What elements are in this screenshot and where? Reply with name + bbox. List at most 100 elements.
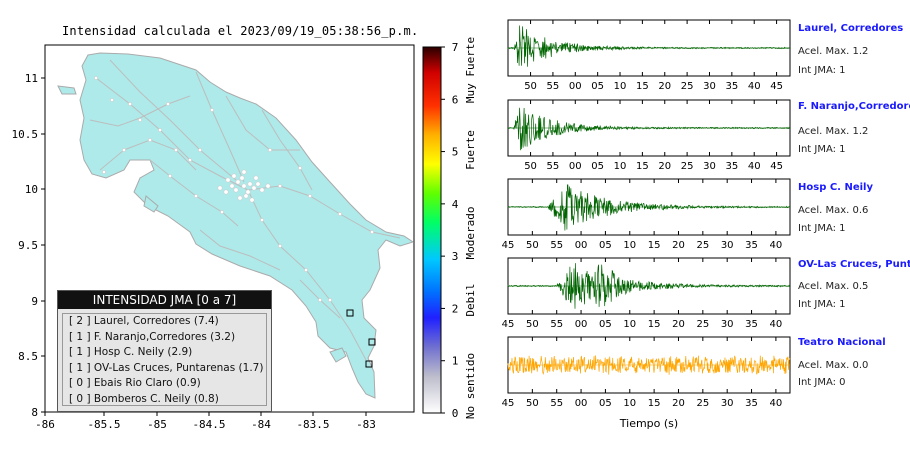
seismic-station-dot [235, 179, 241, 185]
map-y-tick-label: 10 [25, 183, 38, 196]
costa-rica-landmass [79, 52, 415, 399]
colorbar-tick-label: 6 [452, 93, 459, 106]
seismic-station-dot [229, 183, 235, 189]
seismogram-tick-label: 55 [547, 161, 560, 172]
map-y-tick-label: 10.5 [12, 128, 39, 141]
seismogram-tick-label: 40 [770, 240, 783, 251]
seismic-station-dot [138, 118, 142, 122]
seismogram-tick-label: 00 [569, 81, 582, 92]
colorbar-tick-label: 1 [452, 355, 459, 368]
seismogram-tick-label: 15 [636, 81, 649, 92]
seismogram-tick-label: 30 [703, 161, 716, 172]
legend-item: [ 0 ] Ebais Rio Claro (0.9) [69, 377, 201, 389]
seismic-station-dot [370, 230, 374, 234]
legend-item: [ 1 ] F. Naranjo,Corredores (3.2) [69, 330, 236, 343]
seismic-station-dot [243, 193, 249, 199]
seismogram-tick-label: 30 [721, 319, 734, 330]
colorbar-category-label: Muy Fuerte [464, 37, 477, 103]
seismogram-tick-label: 30 [721, 398, 734, 409]
seismogram-tick-label: 20 [658, 81, 671, 92]
seismogram-x-axis-label: Tiempo (s) [619, 417, 678, 430]
seismic-station-dot [278, 184, 282, 188]
seismogram-tick-label: 50 [524, 81, 537, 92]
map-x-tick-label: -84.5 [192, 418, 225, 431]
seismic-station-dot [223, 189, 229, 195]
seismogram-tick-label: 35 [745, 398, 758, 409]
seismic-station-dot [249, 197, 255, 203]
seismogram-tick-label: 55 [550, 240, 563, 251]
map-x-tick-label: -83 [356, 418, 376, 431]
station-name: Teatro Nacional [798, 337, 886, 348]
seismogram-tick-label: 50 [526, 240, 539, 251]
seismogram-tick-label: 15 [636, 161, 649, 172]
seismogram-tick-label: 45 [770, 161, 783, 172]
legend-item: [ 1 ] Hosp C. Neily (2.9) [69, 346, 193, 358]
seismogram-tick-label: 55 [547, 81, 560, 92]
seismic-station-dot [278, 244, 282, 248]
road-line [199, 229, 281, 271]
osa-peninsula-tip [329, 347, 347, 363]
page-title: Intensidad calculada el 2023/09/19_05:38… [62, 24, 419, 38]
seismogram-tick-label: 50 [526, 319, 539, 330]
recording-station-marker [365, 360, 373, 368]
colorbar-category-label: No sentido [464, 353, 477, 419]
recording-station-marker [368, 338, 376, 346]
seismogram-tick-label: 10 [623, 240, 636, 251]
seismic-station-dot [268, 148, 272, 152]
seismic-station-dot [237, 195, 243, 201]
colorbar-category-label: Debil [464, 283, 477, 316]
seismogram-tick-label: 05 [599, 240, 612, 251]
intensity-legend: INTENSIDAD JMA [0 a 7] [ 2 ] Laurel, Cor… [57, 290, 272, 412]
seismogram-tick-label: 45 [502, 240, 515, 251]
seismic-station-dot [210, 108, 214, 112]
station-intensity: Int JMA: 1 [798, 144, 846, 155]
seismogram-trace [507, 25, 790, 67]
legend-item: [ 2 ] Laurel, Corredores (7.4) [69, 315, 219, 327]
seismic-station-dot [128, 102, 132, 106]
seismogram-tick-label: 20 [672, 398, 685, 409]
seismogram-tick-label: 45 [502, 319, 515, 330]
seismogram-tick-label: 40 [748, 161, 761, 172]
seismogram-tick-label: 40 [770, 319, 783, 330]
map-y-tick-label: 8.5 [18, 350, 38, 363]
seismogram-tick-label: 30 [721, 240, 734, 251]
station-name: OV-Las Cruces, Puntar [798, 259, 910, 270]
map-y-tick-label: 11 [25, 72, 38, 85]
station-accel: Acel. Max. 1.2 [798, 46, 869, 57]
colorbar-tick-label: 0 [452, 407, 459, 420]
seismic-station-dot [265, 183, 271, 189]
station-name: Hosp C. Neily [798, 182, 873, 193]
seismic-station-dot [328, 298, 332, 302]
seismic-station-dot [259, 187, 265, 193]
seismic-station-dot [158, 128, 162, 132]
nicoya-gulf-island [143, 195, 159, 213]
seismogram-tick-label: 00 [575, 319, 588, 330]
seismogram-tick-label: 00 [575, 398, 588, 409]
seismogram-tick-label: 25 [696, 319, 709, 330]
seismogram-tick-label: 20 [672, 240, 685, 251]
station-accel: Acel. Max. 0.6 [798, 205, 869, 216]
seismic-station-dot [255, 181, 261, 187]
seismogram-tick-label: 45 [502, 398, 515, 409]
seismogram-tick-label: 15 [648, 240, 661, 251]
seismic-station-dot [260, 218, 264, 222]
seismogram-tick-label: 35 [725, 161, 738, 172]
seismic-station-dot [198, 148, 202, 152]
seismogram-tick-label: 30 [703, 81, 716, 92]
colorbar-category-label: Moderado [464, 207, 477, 260]
colorbar-category-label: Fuerte [464, 130, 477, 170]
seismogram-tick-label: 10 [614, 161, 627, 172]
seismogram-tick-label: 15 [648, 398, 661, 409]
seismogram-tick-label: 00 [569, 161, 582, 172]
seismic-station-dot [241, 183, 247, 189]
seismogram-tick-label: 25 [681, 161, 694, 172]
seismic-station-dot [166, 102, 170, 106]
map-x-tick-label: -85 [147, 418, 167, 431]
seismogram-tick-label: 20 [658, 161, 671, 172]
station-name: F. Naranjo,Corredores [798, 101, 910, 112]
seismic-station-dot [304, 268, 308, 272]
colorbar-tick-label: 5 [452, 146, 459, 159]
seismic-station-dot [239, 175, 245, 181]
station-accel: Acel. Max. 0.5 [798, 281, 869, 292]
seismogram-tick-label: 20 [672, 319, 685, 330]
